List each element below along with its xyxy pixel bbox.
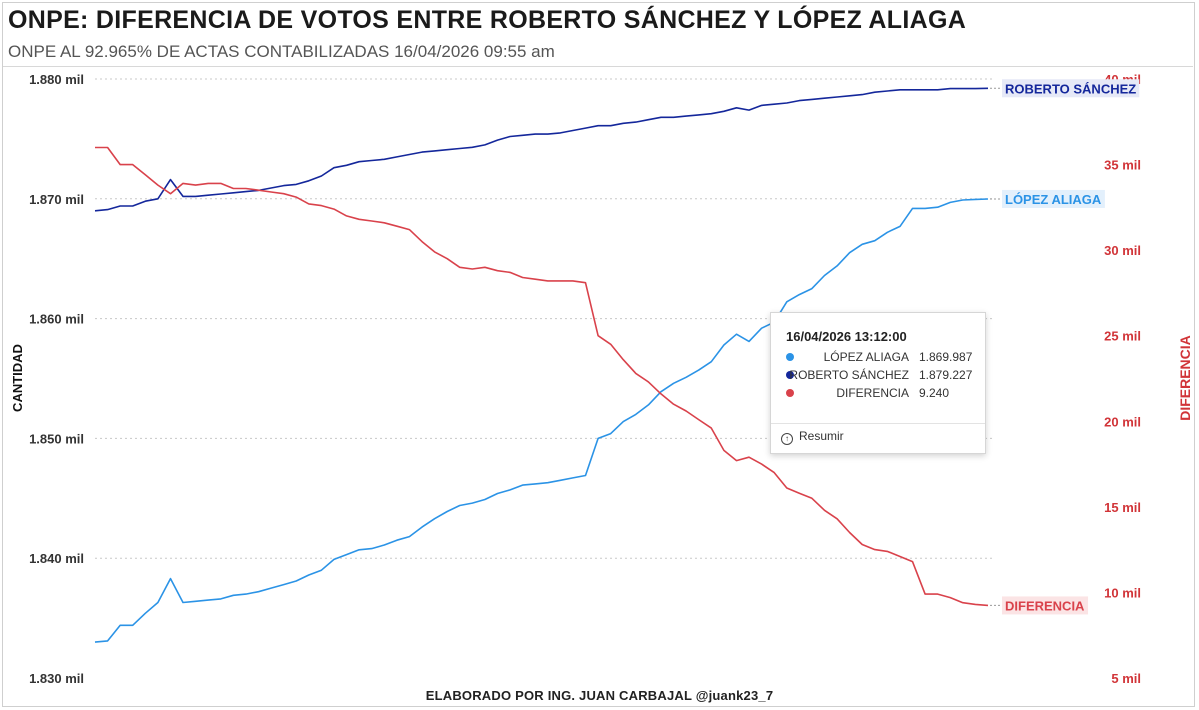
footer-credit: ELABORADO POR ING. JUAN CARBAJAL @juank2… — [425, 688, 774, 703]
lopez-dot-icon — [786, 353, 794, 361]
diferencia-dot-icon — [786, 389, 794, 397]
series-line-roberto-s-nchez — [94, 87, 989, 212]
y-tick-label-left: 1.840 mil — [29, 551, 84, 566]
summarize-icon: ↑ — [781, 433, 793, 445]
y-tick-label-left: 1.880 mil — [29, 72, 84, 87]
y-tick-label-right: 35 mil — [1104, 158, 1141, 173]
summarize-label: Resumir — [799, 429, 844, 443]
end-label-bg — [1002, 189, 1105, 208]
y-tick-label-right: 20 mil — [1104, 414, 1141, 429]
y-tick-label-right: 30 mil — [1104, 243, 1141, 258]
y-tick-label-right: 10 mil — [1104, 585, 1141, 600]
end-label: ROBERTO SÁNCHEZ — [1002, 79, 1140, 98]
tooltip-value: 9.240 — [919, 386, 950, 400]
tooltip-title: 16/04/2026 13:12:00 — [786, 329, 907, 344]
summarize-button[interactable]: ↑ Resumir — [781, 429, 844, 447]
header-divider — [3, 66, 1193, 67]
y-tick-label-left: 1.860 mil — [29, 312, 84, 327]
y-axis-title-right: DIFERENCIA — [1177, 335, 1193, 421]
end-label-bg — [1002, 79, 1140, 98]
page-subtitle: ONPE AL 92.965% DE ACTAS CONTABILIZADAS … — [8, 42, 555, 61]
y-tick-label-right: 15 mil — [1104, 500, 1141, 515]
y-tick-label-right: 25 mil — [1104, 329, 1141, 344]
y-axis-title-left: CANTIDAD — [10, 344, 25, 412]
series-line-l-pez-aliaga — [94, 198, 989, 643]
tooltip-label: LÓPEZ ALIAGA — [823, 350, 909, 364]
end-label-text: ROBERTO SÁNCHEZ — [1005, 81, 1136, 96]
end-label: LÓPEZ ALIAGA — [1002, 189, 1105, 208]
end-label: DIFERENCIA — [1002, 596, 1089, 615]
tooltip-row-sanchez: ROBERTO SÁNCHEZ 1.879.227 — [771, 367, 985, 385]
page-title: ONPE: DIFERENCIA DE VOTOS ENTRE ROBERTO … — [8, 6, 967, 34]
y-tick-label-right: 5 mil — [1111, 671, 1141, 686]
end-label-text: LÓPEZ ALIAGA — [1005, 192, 1102, 207]
tooltip: 16/04/2026 13:12:00 LÓPEZ ALIAGA 1.869.9… — [770, 312, 986, 454]
tooltip-value: 1.869.987 — [919, 350, 973, 364]
tooltip-label: DIFERENCIA — [836, 386, 909, 400]
series-line-diferencia — [95, 146, 989, 607]
y-tick-label-left: 1.870 mil — [29, 192, 84, 207]
y-tick-label-left: 1.830 mil — [29, 671, 84, 686]
sanchez-dot-icon — [786, 371, 794, 379]
tooltip-divider — [771, 423, 985, 424]
y-tick-label-left: 1.850 mil — [29, 431, 84, 446]
end-label-bg — [1002, 596, 1089, 615]
tooltip-row-lopez: LÓPEZ ALIAGA 1.869.987 — [771, 349, 985, 367]
tooltip-label: ROBERTO SÁNCHEZ — [789, 368, 909, 382]
end-label-text: DIFERENCIA — [1005, 598, 1085, 613]
tooltip-row-diferencia: DIFERENCIA 9.240 — [771, 385, 985, 403]
tooltip-value: 1.879.227 — [919, 368, 973, 382]
